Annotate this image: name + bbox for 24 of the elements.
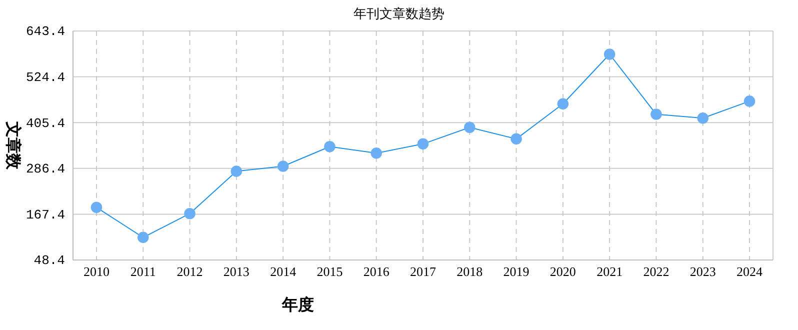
x-tick-label: 2019	[503, 264, 530, 279]
y-tick-label: 405.4	[26, 116, 66, 131]
x-tick-label: 2021	[596, 264, 623, 279]
chart-title: 年刊文章数趋势	[354, 6, 444, 21]
x-tick-label: 2024	[736, 264, 764, 279]
x-tick-label: 2013	[223, 264, 250, 279]
x-tick-label: 2011	[130, 264, 156, 279]
x-tick-label: 2023	[690, 264, 716, 279]
x-tick-label: 2016	[363, 264, 390, 279]
x-tick-label: 2022	[643, 264, 670, 279]
x-tick-label: 2014	[270, 264, 297, 279]
x-tick-label: 2012	[176, 264, 203, 279]
x-tick-label: 2015	[316, 264, 343, 279]
y-tick-label: 286.4	[26, 162, 66, 177]
x-tick-label: 2020	[550, 264, 576, 279]
y-tick-label: 167.4	[26, 207, 66, 222]
x-tick-label: 2010	[83, 264, 110, 279]
y-tick-label: 48.4	[34, 253, 66, 268]
x-axis-title: 年度	[281, 295, 314, 314]
x-tick-label: 2018	[456, 264, 483, 279]
y-axis-title: 文章数	[4, 120, 22, 170]
y-tick-label: 524.4	[26, 70, 66, 85]
x-tick-label: 2017	[410, 264, 436, 279]
y-tick-label: 643.4	[26, 24, 66, 40]
